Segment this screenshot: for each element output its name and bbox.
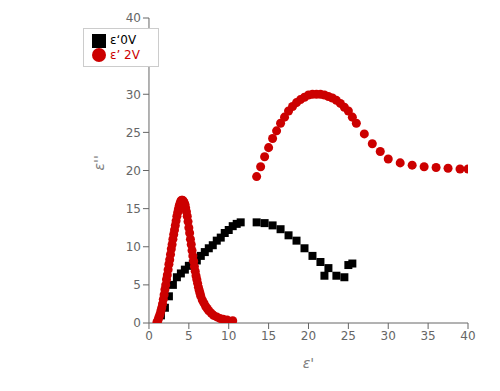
svg-text:0: 0 <box>145 329 153 343</box>
svg-text:20: 20 <box>301 329 316 343</box>
svg-text:15: 15 <box>126 202 141 216</box>
svg-text:20: 20 <box>126 164 141 178</box>
svg-text:10: 10 <box>221 329 236 343</box>
svg-text:5: 5 <box>185 329 193 343</box>
svg-text:10: 10 <box>126 240 141 254</box>
svg-text:30: 30 <box>126 88 141 102</box>
svg-text:5: 5 <box>133 278 141 292</box>
svg-text:35: 35 <box>420 329 435 343</box>
svg-text:40: 40 <box>126 11 141 25</box>
svg-text:25: 25 <box>341 329 356 343</box>
svg-text:30: 30 <box>381 329 396 343</box>
svg-text:15: 15 <box>261 329 276 343</box>
svg-text:ε'': ε'' <box>91 155 107 170</box>
svg-text:25: 25 <box>126 126 141 140</box>
svg-text:40: 40 <box>460 329 475 343</box>
svg-text:35: 35 <box>126 49 141 63</box>
svg-text:0: 0 <box>133 316 141 330</box>
svg-text:ε': ε' <box>303 355 314 371</box>
